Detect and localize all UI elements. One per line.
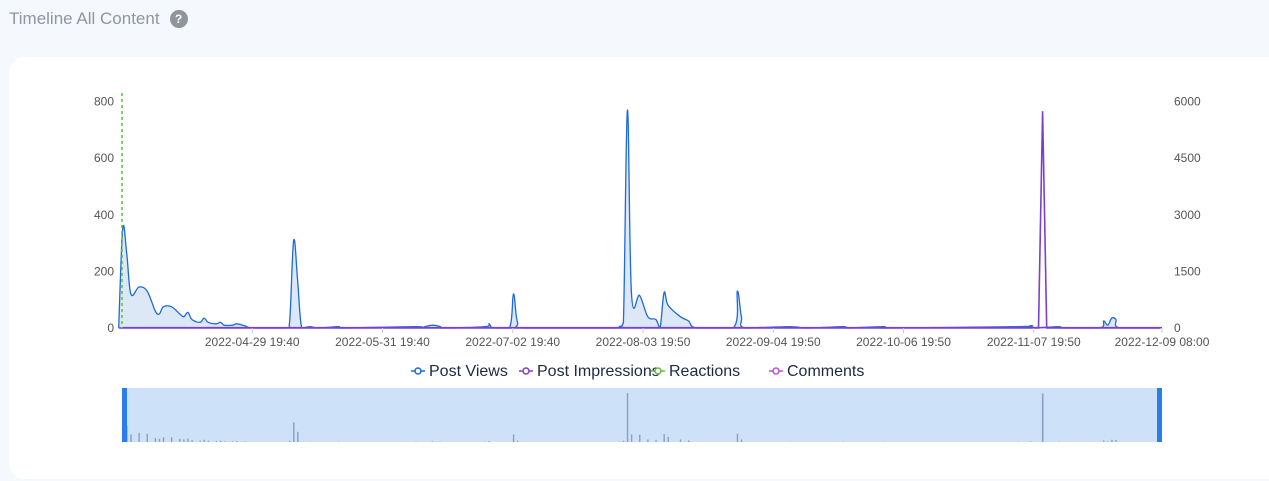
x-tick-label: 2022-11-07 19:50 [987,335,1081,349]
x-tick-label: 2022-09-04 19:50 [726,335,821,349]
y-left-tick-label: 800 [94,95,114,109]
navigator-bar [647,439,649,442]
navigator-bar [1107,441,1109,442]
navigator-bar [297,431,299,442]
navigator-bar [1041,393,1044,442]
navigator-bar [199,440,201,442]
help-icon[interactable]: ? [169,10,188,28]
x-axis: 2022-04-29 19:40 2022-05-31 19:40 2022-07-… [205,328,1210,349]
navigator-bar [179,438,181,442]
navigator-bar [219,440,222,442]
navigator-bar [740,439,743,442]
page-title: Timeline All Content [9,9,160,28]
navigator-bar [488,441,490,442]
navigator-selection[interactable] [122,388,1162,442]
navigator-bar [639,434,641,442]
legend-item-label[interactable]: Comments [787,363,864,380]
navigator-bar [130,434,132,442]
navigator-bar [191,440,193,442]
legend-marker [654,367,662,375]
x-tick-label: 2022-12-09 08:00 [1115,335,1210,349]
y-right-tick-label: 4500 [1174,151,1201,165]
legend: Post Views Post Impressions Reactions Comme… [411,363,864,380]
post-views-line[interactable] [118,109,1161,329]
navigator-bar [244,441,246,442]
navigator-bar [158,438,161,442]
navigator-handle-right[interactable] [1157,388,1162,442]
navigator-bar [236,441,238,442]
navigator-bar [232,441,234,442]
navigator-bar [138,432,140,442]
navigator-bar [223,441,226,442]
legend-marker [772,367,780,375]
navigator-bar [183,439,185,442]
x-tick-label: 2022-05-31 19:40 [335,335,430,349]
navigator-bar [630,434,633,442]
navigator-bar [289,440,291,442]
navigator-bar [154,438,157,442]
y-left-tick-label: 0 [107,321,114,335]
legend-item-label[interactable]: Post Impressions [537,363,660,380]
navigator-bar [1103,440,1105,442]
navigator-bar [203,439,205,442]
navigator-bar [687,440,690,442]
navigator-bar [516,440,519,442]
x-tick-label: 2022-08-03 19:50 [596,335,691,349]
navigator-bar [431,441,433,442]
navigator-bar [622,440,625,442]
y-right-tick-label: 6000 [1174,95,1201,109]
y-right-tick-label: 1500 [1174,264,1201,278]
x-tick-label: 2022-07-02 19:40 [465,335,560,349]
legend-marker [522,367,530,375]
y-right-tick-label: 0 [1174,321,1181,335]
y-axis-right: 0 1500 3000 4500 6000 [1174,95,1201,335]
navigator-bar [512,434,515,442]
navigator-bar [170,437,173,442]
y-right-tick-label: 3000 [1174,208,1201,222]
navigator-bar [146,433,148,442]
navigator-bar [162,437,165,442]
y-left-tick-label: 400 [94,208,114,222]
y-axis-left: 0 200 400 600 800 [94,95,114,335]
navigator-bar [736,433,739,442]
x-tick-label: 2022-04-29 19:40 [205,335,300,349]
navigator-bar [187,438,189,442]
navigator-bar [207,440,210,442]
navigator-bar [655,440,657,442]
legend-marker [414,367,422,375]
navigator-bar [1115,440,1117,442]
navigator-bar [293,422,295,442]
legend-item-label[interactable]: Reactions [669,363,740,380]
navigator-bar [626,393,629,442]
navigator-bar [667,436,669,442]
navigator-bar [1029,441,1032,442]
navigator-bar [215,441,218,442]
header: Timeline All Content ? [9,9,188,29]
legend-item-label[interactable]: Post Views [429,363,508,380]
navigator-handle-left[interactable] [122,388,127,442]
navigator-bar [663,434,665,442]
navigator-bar [1111,439,1113,442]
range-navigator[interactable] [122,388,1162,442]
navigator-bar [679,439,682,442]
x-tick-label: 2022-10-06 19:50 [856,335,951,349]
y-left-tick-label: 600 [94,151,114,165]
y-left-tick-label: 200 [94,264,114,278]
